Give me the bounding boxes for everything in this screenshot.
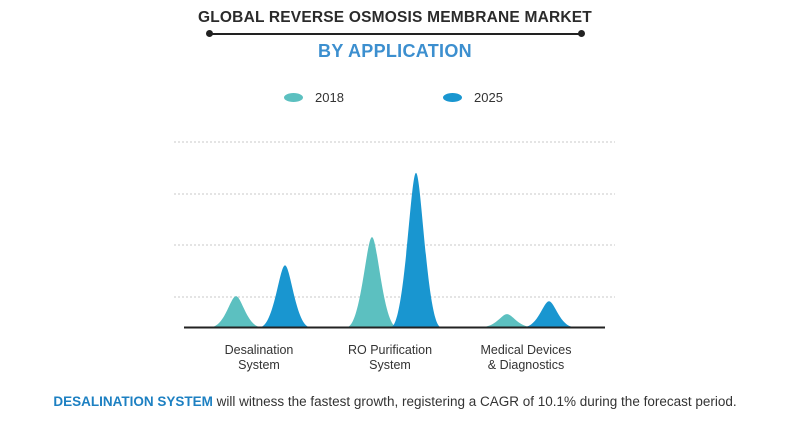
peak-2025-category-2 — [391, 172, 441, 327]
category-label-line: & Diagnostics — [487, 358, 565, 372]
legend-label-2025: 2025 — [474, 89, 503, 105]
category-label-line: System — [369, 358, 411, 372]
title-divider — [210, 33, 581, 35]
legend-swatch-2025 — [443, 92, 462, 102]
category-label-medical-devices: Medical Devices & Diagnostics — [451, 343, 601, 373]
peak-2018-category-1 — [211, 296, 261, 327]
footnote-text: will witness the fastest growth, registe… — [212, 394, 737, 409]
legend-item-2025: 2025 — [443, 89, 503, 105]
category-label-line: RO Purification — [347, 343, 433, 357]
chart-subtitle: BY APPLICATION — [318, 41, 472, 61]
category-label-line: Medical Devices — [480, 343, 572, 357]
category-label-ro-purification: RO Purification System — [315, 343, 465, 373]
category-label-line: System — [238, 358, 280, 372]
chart-title: GLOBAL REVERSE OSMOSIS MEMBRANE MARKET — [198, 9, 592, 26]
category-label-line: Desalination — [224, 343, 294, 357]
footnote-highlight: DESALINATION SYSTEM — [53, 394, 213, 409]
legend-label-2018: 2018 — [315, 89, 344, 105]
peak-2018-category-3 — [482, 314, 532, 327]
divider-dot-left — [206, 30, 213, 37]
footnote: DESALINATION SYSTEM will witness the fas… — [0, 394, 790, 409]
legend-swatch-2018 — [284, 92, 303, 102]
peak-2025-category-1 — [260, 265, 310, 327]
peak-2018-category-2 — [347, 237, 397, 327]
peak-2025-category-3 — [524, 301, 574, 327]
category-label-desalination: Desalination System — [184, 343, 334, 373]
divider-dot-right — [578, 30, 585, 37]
legend-item-2018: 2018 — [284, 89, 344, 105]
